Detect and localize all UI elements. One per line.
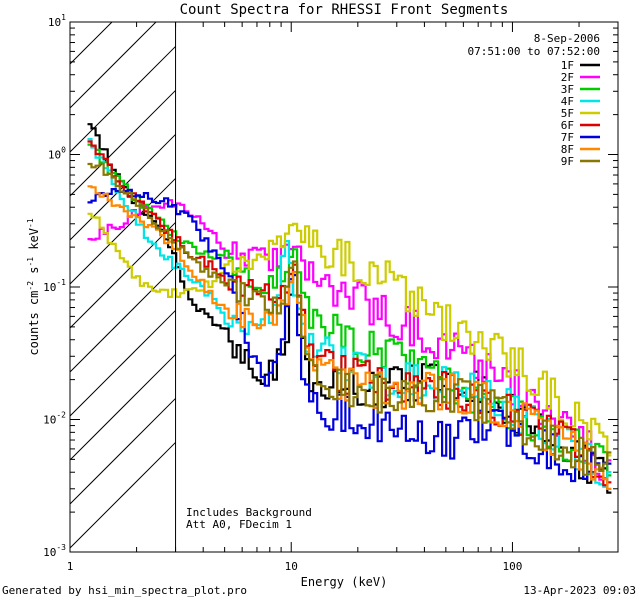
legend-date: 8-Sep-2006: [534, 32, 600, 45]
series-line-7F: [87, 188, 612, 483]
hatch-line: [70, 22, 157, 109]
x-tick-label: 10: [285, 560, 298, 573]
series-group: [87, 123, 612, 494]
series-line-4F: [87, 138, 612, 488]
series-line-9F: [87, 162, 612, 476]
x-tick-label: 100: [503, 560, 523, 573]
legend-label-6F: 6F: [561, 119, 574, 132]
y-tick-label: 101: [48, 13, 66, 29]
legend-label-3F: 3F: [561, 83, 574, 96]
legend: 8-Sep-2006 07:51:00 to 07:52:00 1F2F3F4F…: [468, 32, 600, 168]
hatch-line: [70, 266, 176, 373]
note-background: Includes Background: [186, 506, 312, 519]
legend-label-2F: 2F: [561, 71, 574, 84]
legend-label-9F: 9F: [561, 155, 574, 168]
x-axis-label: Energy (keV): [301, 575, 388, 589]
footer-generated-by: Generated by hsi_min_spectra_plot.pro: [2, 584, 247, 597]
series-line-5F: [87, 212, 612, 457]
note-attenuator: Att A0, FDecim 1: [186, 518, 292, 531]
y-tick-label: 10-3: [43, 543, 66, 559]
hatch-line: [70, 46, 176, 153]
legend-label-7F: 7F: [561, 131, 574, 144]
hatch-line: [70, 90, 176, 197]
hatch-line: [70, 310, 176, 417]
hatch-line: [70, 442, 176, 549]
legend-label-4F: 4F: [561, 95, 574, 108]
hatch-line: [70, 22, 113, 65]
y-axis-label: counts cm-2 s-1 keV-1: [26, 218, 41, 355]
legend-label-1F: 1F: [561, 59, 574, 72]
axes: 1 10 100 10-3 10-2 10-1 100 101: [43, 13, 619, 573]
legend-label-8F: 8F: [561, 143, 574, 156]
hatch-line: [70, 0, 176, 20]
chart-title: Count Spectra for RHESSI Front Segments: [180, 2, 509, 18]
excluded-energy-hatch: [70, 0, 176, 549]
hatch-line: [70, 178, 176, 285]
hatch-line: [70, 354, 176, 461]
footer-timestamp: 13-Apr-2023 09:03: [523, 584, 636, 597]
y-tick-label: 100: [48, 146, 66, 162]
annotation-notes: Includes Background Att A0, FDecim 1: [186, 506, 312, 531]
legend-time-range: 07:51:00 to 07:52:00: [468, 45, 600, 58]
hatch-line: [70, 222, 176, 329]
x-tick-label: 1: [67, 560, 74, 573]
legend-label-5F: 5F: [561, 107, 574, 120]
y-tick-label: 10-2: [43, 411, 66, 427]
hatch-line: [70, 398, 176, 505]
y-tick-label: 10-1: [43, 278, 66, 294]
